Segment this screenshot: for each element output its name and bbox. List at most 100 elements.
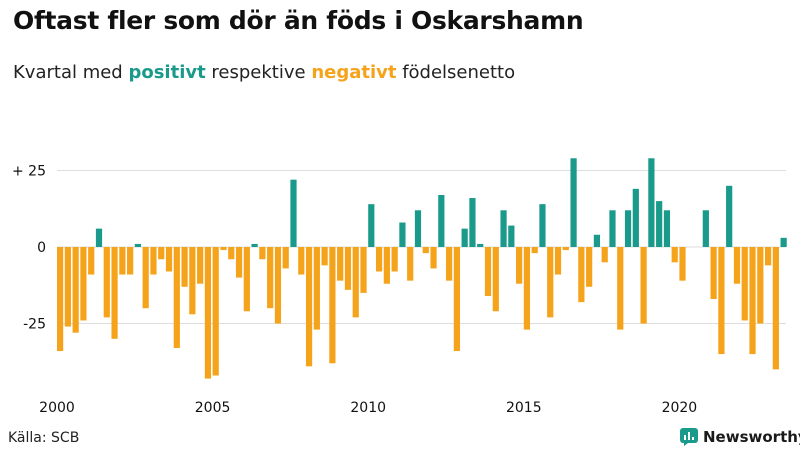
y-tick-label: 0 xyxy=(37,240,46,256)
bar xyxy=(593,234,601,247)
bar xyxy=(352,247,359,318)
bar xyxy=(702,210,709,247)
bar xyxy=(173,247,180,348)
x-tick-label: 2005 xyxy=(195,400,231,416)
bar xyxy=(422,247,429,254)
bar xyxy=(321,247,328,266)
brand-name: Newsworthy xyxy=(703,428,800,446)
bar xyxy=(290,179,297,247)
bar xyxy=(453,247,460,352)
source-note: Källa: SCB xyxy=(8,430,80,446)
chart-subtitle: Kvartal med positivt respektive negativt… xyxy=(13,62,515,83)
y-tick-label: -25 xyxy=(23,317,46,333)
bar xyxy=(204,247,212,379)
bar xyxy=(313,247,320,330)
bar xyxy=(780,237,787,247)
x-tick-label: 2020 xyxy=(662,400,698,416)
bar xyxy=(508,225,515,247)
bar xyxy=(119,247,126,275)
bar xyxy=(228,247,235,260)
bar xyxy=(251,243,258,247)
bar xyxy=(391,247,398,272)
bar xyxy=(57,247,64,352)
x-tick-label: 2000 xyxy=(39,400,75,416)
bar xyxy=(733,247,741,284)
bar xyxy=(726,185,733,247)
bar xyxy=(375,247,383,272)
bar xyxy=(337,247,344,281)
bar xyxy=(492,247,499,312)
bar xyxy=(671,247,678,263)
bar xyxy=(329,247,336,364)
bar xyxy=(438,194,445,247)
bar xyxy=(710,247,717,300)
bar xyxy=(617,247,624,330)
bar xyxy=(484,247,492,296)
bar xyxy=(749,247,756,355)
bar xyxy=(282,247,289,269)
bar xyxy=(586,247,593,287)
bar xyxy=(764,247,772,266)
bar xyxy=(547,247,554,318)
bar xyxy=(772,247,779,370)
bar xyxy=(741,247,748,321)
bar xyxy=(189,247,196,315)
bar xyxy=(383,247,390,284)
bar xyxy=(127,247,134,275)
bar xyxy=(360,247,367,293)
bar xyxy=(111,247,118,339)
subtitle-prefix: Kvartal med xyxy=(13,62,129,83)
bar xyxy=(150,247,157,275)
bar xyxy=(601,247,608,263)
bar xyxy=(64,247,71,327)
bar xyxy=(235,247,243,278)
bar xyxy=(656,201,663,247)
bar xyxy=(500,210,507,247)
bar xyxy=(267,247,274,309)
bar xyxy=(430,247,437,269)
subtitle-middle: respektive xyxy=(205,62,312,83)
bar xyxy=(274,247,282,324)
bar xyxy=(578,247,585,303)
bar xyxy=(516,247,523,284)
bar xyxy=(158,247,165,260)
bar xyxy=(624,210,632,247)
y-tick-label: + 25 xyxy=(12,164,46,180)
bar xyxy=(554,247,562,275)
bar xyxy=(399,222,406,247)
bar xyxy=(134,243,141,247)
bar xyxy=(368,204,375,247)
bar xyxy=(461,228,468,247)
x-tick-label: 2015 xyxy=(506,400,542,416)
bar xyxy=(72,247,79,333)
bar xyxy=(142,247,149,309)
x-tick-label: 2010 xyxy=(350,400,386,416)
bar xyxy=(446,247,453,281)
bar xyxy=(609,210,616,247)
bar xyxy=(679,247,686,281)
bar xyxy=(648,158,655,247)
bar xyxy=(640,247,647,324)
bar xyxy=(259,247,266,260)
bar xyxy=(570,158,577,247)
subtitle-suffix: födelsenetto xyxy=(396,62,516,83)
subtitle-positive: positivt xyxy=(128,62,206,83)
bar xyxy=(718,247,725,355)
bar xyxy=(220,247,227,251)
bar xyxy=(407,247,414,281)
x-tick-labels: 2000 2005 2010 2015 2020 xyxy=(39,400,697,416)
chart-title: Oftast fler som dör än föds i Oskarshamn xyxy=(13,6,584,35)
bar xyxy=(165,247,173,272)
newsworthy-logo-icon xyxy=(680,428,698,446)
bar xyxy=(212,247,219,376)
bars xyxy=(57,158,787,379)
bar xyxy=(757,247,764,324)
bar xyxy=(632,188,639,247)
bar xyxy=(103,247,110,318)
bar xyxy=(414,210,422,247)
bar xyxy=(539,204,546,247)
bar xyxy=(243,247,250,312)
bar xyxy=(663,210,671,247)
bar xyxy=(469,198,476,247)
